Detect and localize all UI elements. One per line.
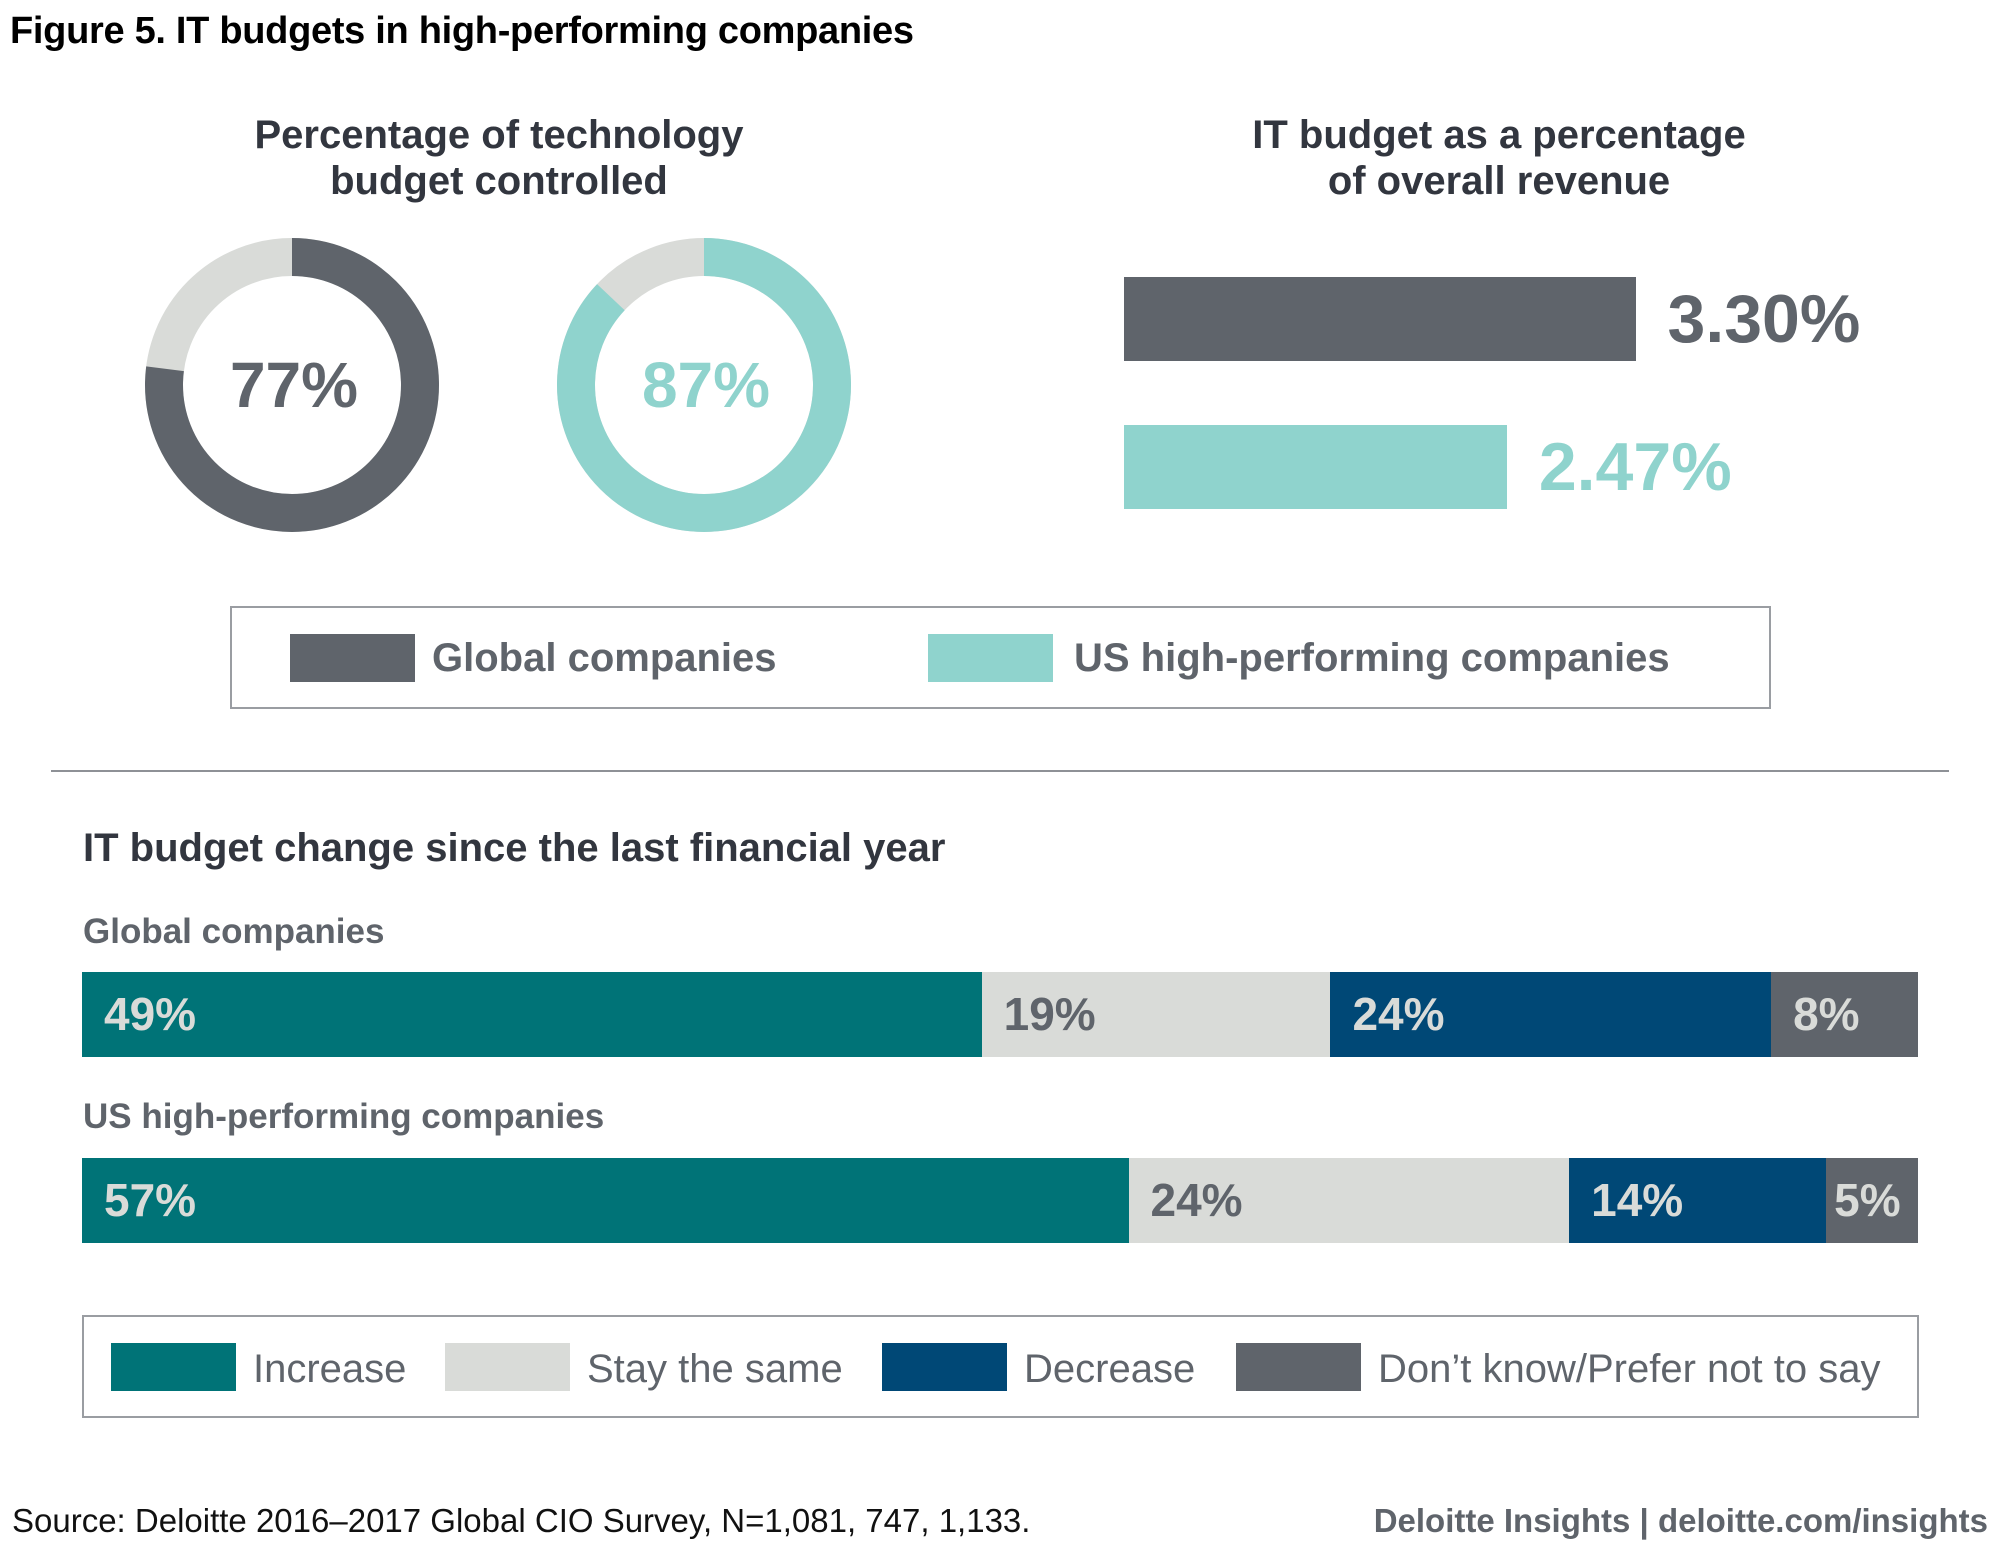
donut-global-arc [145,238,439,532]
stacked-bar-global: 49% 19% 24% 8% [82,972,1918,1057]
legend-swatch-increase [111,1343,236,1391]
segment-label-dont-know: 8% [1793,988,1860,1040]
legend-swatch-stay-the-same [445,1343,570,1391]
source-note: Source: Deloitte 2016–2017 Global CIO Su… [12,1502,1031,1539]
row-label-global: Global companies [83,912,385,951]
donut-us-high: 87% [557,238,851,532]
segment-dont-know: 8% [1771,972,1918,1057]
legend-label-global: Global companies [432,636,777,680]
revenue-panel-title-line-1: IT budget as a percentage [1252,113,1746,157]
donut-panel-title-line-1: Percentage of technology [254,113,744,157]
row-label-us-high: US high-performing companies [83,1097,605,1136]
stacked-bar-us-high: 57% 24% 14% 5% [82,1158,1918,1243]
donut-us-high-arc [557,238,851,532]
legend-label-stay-the-same: Stay the same [587,1347,843,1391]
donut-panel-title-line-2: budget controlled [330,159,668,203]
segment-stay-the-same: 19% [981,972,1331,1057]
legend-swatch-decrease [882,1343,1007,1391]
donut-us-high-label: 87% [642,349,770,421]
donut-charts: 77% 87% [145,238,851,532]
segment-label-decrease: 14% [1591,1174,1684,1226]
legend-bottom: Increase Stay the same Decrease Don’t kn… [82,1315,1919,1418]
segment-dont-know: 5% [1826,1158,1918,1243]
segment-label-increase: 49% [104,988,197,1040]
revenue-bar-global [1124,277,1636,361]
legend-label-increase: Increase [253,1347,407,1391]
figure-title: Figure 5. IT budgets in high-performing … [10,10,914,52]
segment-label-increase: 57% [104,1174,197,1226]
segment-increase: 49% [82,972,982,1057]
revenue-panel-title-line-2: of overall revenue [1327,159,1671,203]
donut-global: 77% [145,238,439,532]
revenue-panel-title: IT budget as a percentage of overall rev… [1199,112,1799,204]
brand-credit: Deloitte Insights | deloitte.com/insight… [1373,1502,1988,1539]
legend-label-us-high: US high-performing companies [1074,636,1670,680]
segment-decrease: 14% [1569,1158,1827,1243]
donut-panel-title: Percentage of technology budget controll… [249,112,749,204]
segment-increase: 57% [82,1158,1129,1243]
segment-label-decrease: 24% [1352,988,1445,1040]
segment-label-dont-know: 5% [1834,1174,1901,1226]
legend-label-decrease: Decrease [1024,1347,1196,1391]
donut-global-label: 77% [230,349,358,421]
legend-swatch-global [290,634,415,682]
segment-stay-the-same: 24% [1128,1158,1570,1243]
revenue-bar-us-high [1124,425,1507,509]
segment-decrease: 24% [1330,972,1772,1057]
section-divider [51,770,1949,772]
legend-swatch-us-high [928,634,1053,682]
legend-swatch-dont-know [1236,1343,1361,1391]
legend-label-dont-know: Don’t know/Prefer not to say [1378,1347,1881,1391]
segment-label-stay-the-same: 19% [1003,988,1096,1040]
segment-label-stay-the-same: 24% [1150,1174,1243,1226]
legend-top: Global companies US high-performing comp… [230,606,1771,709]
revenue-value-global: 3.30% [1667,281,1861,357]
revenue-value-us-high: 2.47% [1538,429,1732,505]
budget-change-title: IT budget change since the last financia… [83,826,946,870]
